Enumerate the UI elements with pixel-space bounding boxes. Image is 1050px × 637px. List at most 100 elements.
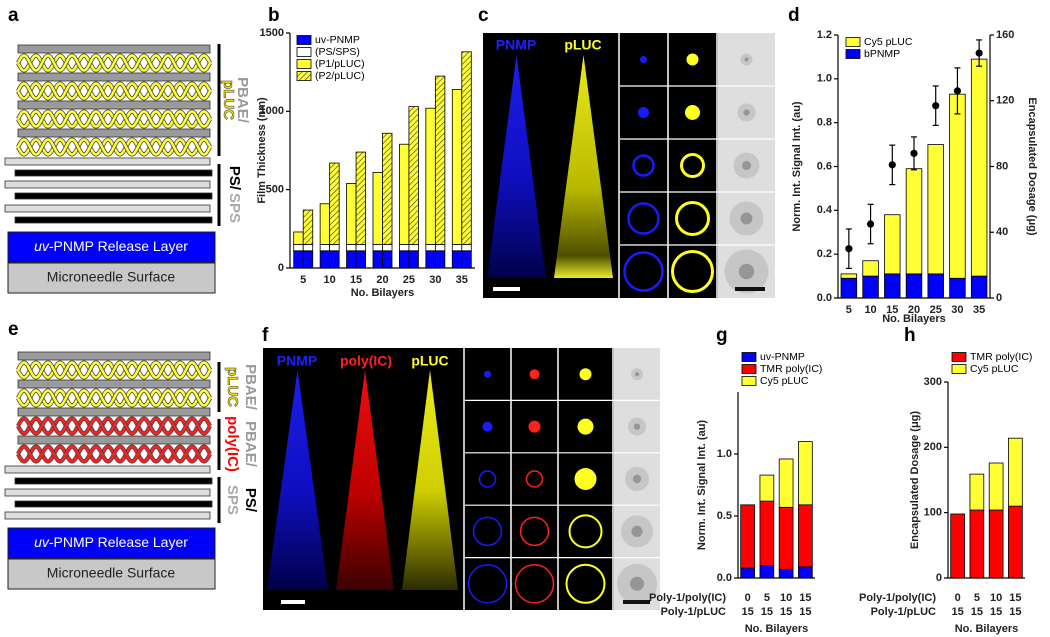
side-label: PBAE/ (234, 77, 251, 124)
needle (402, 370, 458, 590)
bar-segment (969, 509, 985, 579)
bar-segment (346, 250, 357, 269)
x-axis-title: No. Bilayers (351, 287, 415, 299)
ps-layer (14, 477, 213, 485)
sps-layer (4, 180, 211, 189)
bar-segment (905, 168, 923, 275)
bar-segment (346, 244, 357, 252)
bar-segment (329, 244, 340, 252)
micrograph (263, 348, 660, 610)
bar-segment (884, 214, 901, 275)
ring (632, 154, 655, 177)
y-tick-label: 0.2 (817, 248, 832, 260)
bar-segment (425, 107, 436, 245)
channel-label: pLUC (411, 353, 448, 369)
bar-segment (970, 58, 988, 277)
x-tick-label: 30 (429, 274, 441, 286)
x-tick-label: 15 (971, 606, 983, 618)
bar-segment (408, 244, 419, 252)
side-label: PS/ (242, 488, 259, 513)
side-label: pLUC (224, 367, 241, 407)
bar-segment (319, 244, 331, 252)
ps-layer (14, 192, 213, 200)
x-tick-label: 5 (974, 592, 980, 604)
bar-segment (399, 143, 410, 245)
y2-tick-label: 40 (996, 226, 1008, 238)
bar-segment (399, 244, 410, 252)
x-tick-label: 15 (886, 304, 898, 316)
channel-label: poly(IC) (340, 353, 392, 369)
helix (16, 389, 212, 407)
bar-segment (927, 273, 944, 299)
ps-layer (14, 216, 213, 224)
x-tick-label: 35 (456, 274, 468, 286)
legend-swatch (951, 364, 967, 374)
side-label: PS/ (226, 166, 243, 191)
surface-label: Microneedle Surface (47, 565, 176, 581)
legend-swatch (296, 47, 312, 57)
x-tick-label: 10 (324, 274, 336, 286)
bar-segment (949, 277, 966, 299)
bar-segment (382, 250, 393, 269)
bar-segment (862, 260, 879, 277)
ring (525, 470, 544, 488)
x-tick-label: 5 (846, 304, 852, 316)
helix (16, 361, 212, 379)
dot (932, 102, 940, 110)
bar-segment (798, 504, 813, 568)
micrograph (483, 33, 775, 298)
helix (16, 445, 212, 463)
bar-segment (319, 250, 331, 269)
polymer-layer (17, 100, 211, 110)
panel-label: a (8, 5, 19, 26)
dot (953, 87, 962, 95)
polymer-layer (17, 435, 211, 445)
bar-segment (408, 250, 419, 269)
legend-swatch (296, 35, 312, 45)
bar-segment (382, 132, 393, 245)
bar-segment (798, 566, 813, 579)
x-tick-label: 15 (761, 606, 773, 618)
ps-layer (14, 169, 213, 177)
label-prefix: uv (34, 534, 50, 550)
x-tick-label: 10 (990, 592, 1002, 604)
spot (528, 420, 541, 433)
bar-segment (293, 250, 304, 269)
bar-segment (434, 250, 446, 269)
bar-segment (949, 93, 966, 279)
channel-label: pLUC (564, 37, 601, 53)
spot (744, 57, 749, 62)
spot (484, 370, 491, 378)
y-tick-label: 0.8 (817, 117, 832, 129)
ring (472, 516, 503, 547)
ring (519, 516, 550, 547)
spot (632, 474, 642, 484)
bar-segment (329, 250, 340, 269)
ring (565, 563, 606, 604)
legend-label: (P1/pLUC) (315, 58, 365, 70)
bar-segment (319, 203, 331, 245)
needle (336, 370, 394, 590)
polymer-layer (17, 407, 211, 417)
surface (7, 262, 216, 294)
y-tick-label: 0 (936, 572, 942, 584)
polymer-layer (17, 351, 211, 361)
y2-tick-label: 160 (996, 29, 1014, 41)
channel-label: PNMP (496, 37, 536, 53)
y2-tick-label: 80 (996, 160, 1008, 172)
bar-segment (988, 462, 1004, 511)
row-label: Poly-1/poly(IC) (859, 592, 936, 604)
y-axis-title: Encapsulated Dosage (μg) (909, 411, 921, 549)
spot (640, 56, 647, 63)
bar-segment (759, 565, 775, 579)
legend-label: uv-PNMP (315, 34, 360, 46)
helix (16, 54, 212, 72)
needle (267, 370, 328, 590)
x-tick-label: 15 (990, 606, 1002, 618)
bar-segment (905, 273, 923, 299)
side-label: PBAE/ (242, 364, 259, 411)
y-tick-label: 1500 (260, 27, 284, 39)
panel-label: e (8, 319, 19, 340)
bar-segment (434, 244, 446, 252)
x-tick-label: 5 (300, 274, 306, 286)
